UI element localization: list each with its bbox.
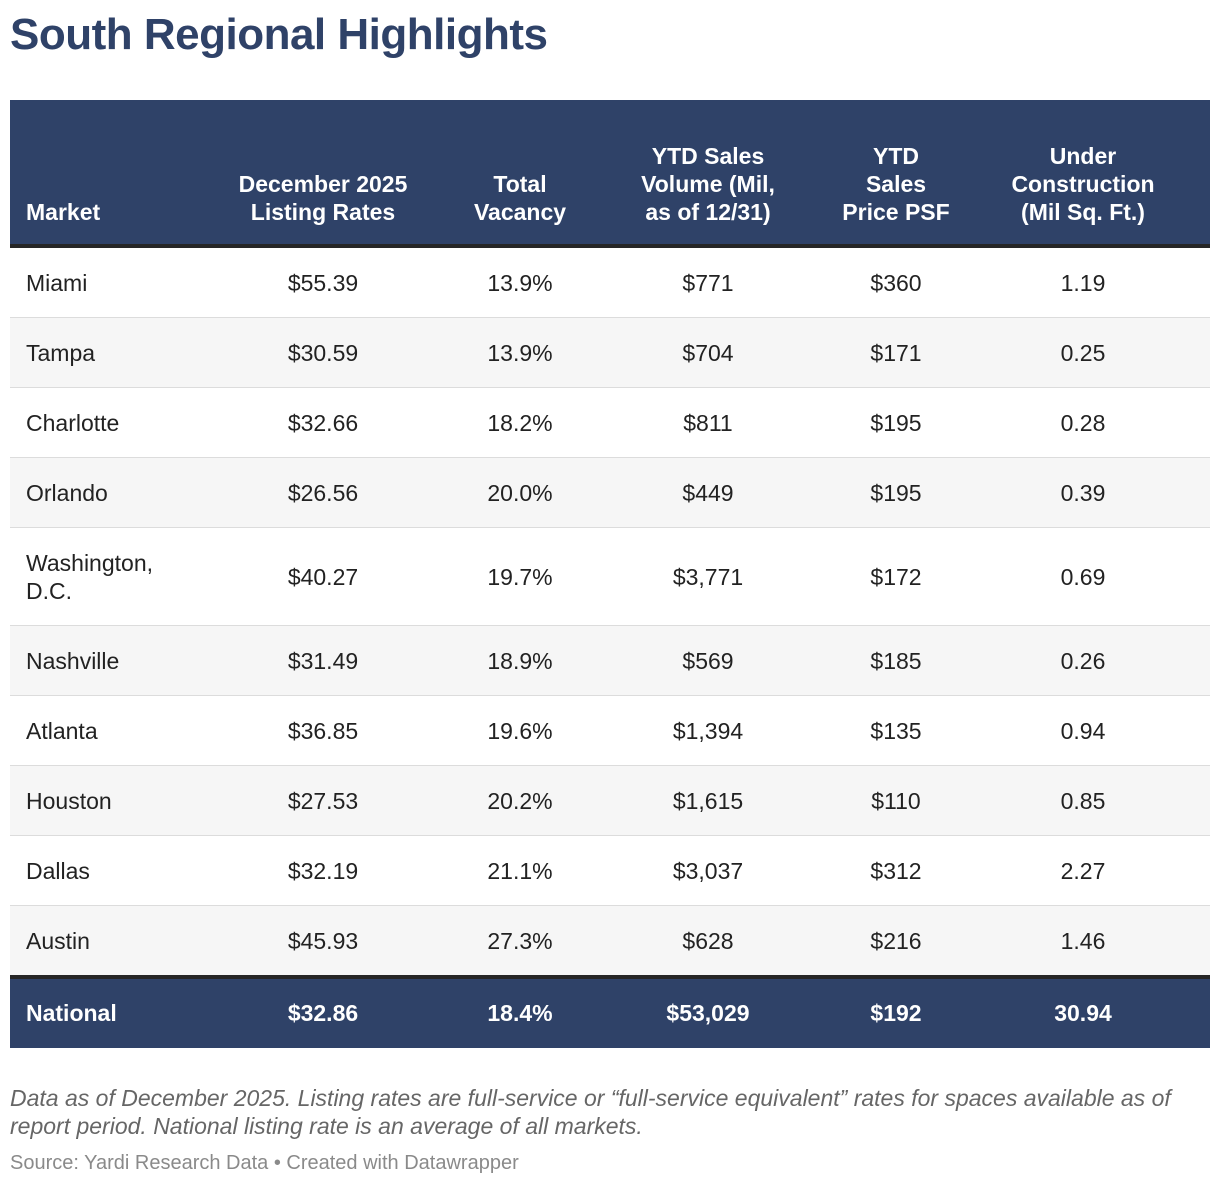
table-cell: $45.93	[186, 905, 460, 979]
table-cell: $771	[580, 246, 836, 318]
data-table-wrapper: Market December 2025 Listing Rates Total…	[10, 100, 1210, 1048]
table-cell: 20.2%	[460, 765, 580, 836]
table-cell: $32.86	[186, 977, 460, 1048]
page-title: South Regional Highlights	[10, 10, 548, 59]
table-cell: 1.19	[956, 246, 1210, 318]
table-cell: $31.49	[186, 625, 460, 696]
table-cell: $360	[836, 246, 956, 318]
table-cell: 13.9%	[460, 246, 580, 318]
table-row: Miami $55.39 13.9% $771 $360 1.19	[10, 246, 1210, 318]
market-name-cell: Atlanta	[10, 695, 186, 766]
table-cell: $312	[836, 835, 956, 906]
market-name-cell: Tampa	[10, 317, 186, 388]
column-header[interactable]: YTD Sales Price PSF	[836, 100, 956, 248]
table-cell: $30.59	[186, 317, 460, 388]
table-cell: $53,029	[580, 977, 836, 1048]
table-row: Atlanta $36.85 19.6% $1,394 $135 0.94	[10, 695, 1210, 766]
table-cell: 1.46	[956, 905, 1210, 979]
table-row: Austin $45.93 27.3% $628 $216 1.46	[10, 905, 1210, 979]
table-cell: $27.53	[186, 765, 460, 836]
table-cell: 30.94	[956, 977, 1210, 1048]
table-cell: $216	[836, 905, 956, 979]
table-cell: $135	[836, 695, 956, 766]
market-name-cell: Washington, D.C.	[10, 527, 186, 626]
table-cell: 0.85	[956, 765, 1210, 836]
table-cell: 0.26	[956, 625, 1210, 696]
table-cell: 19.7%	[460, 527, 580, 626]
source-credit: Source: Yardi Research Data • Created wi…	[10, 1152, 519, 1174]
table-cell: $32.19	[186, 835, 460, 906]
table-cell: 0.28	[956, 387, 1210, 458]
table-cell: 19.6%	[460, 695, 580, 766]
market-name-cell: Austin	[10, 905, 186, 979]
table-row: Orlando $26.56 20.0% $449 $195 0.39	[10, 457, 1210, 528]
table-row: Washington, D.C. $40.27 19.7% $3,771 $172 0.6…	[10, 527, 1210, 626]
table-cell: 0.94	[956, 695, 1210, 766]
table-cell: $172	[836, 527, 956, 626]
table-cell: 21.1%	[460, 835, 580, 906]
table-cell: 0.39	[956, 457, 1210, 528]
table-cell: $40.27	[186, 527, 460, 626]
table-body: Miami $55.39 13.9% $771 $360 1.19 Tampa $30.59 1…	[10, 246, 1210, 979]
column-header[interactable]: Total Vacancy	[460, 100, 580, 248]
table-cell: 13.9%	[460, 317, 580, 388]
table-cell: 27.3%	[460, 905, 580, 979]
column-header[interactable]: YTD Sales Volume (Mil, as of 12/31)	[580, 100, 836, 248]
footnote: Data as of December 2025. Listing rates …	[10, 1085, 1171, 1139]
table-cell: $1,615	[580, 765, 836, 836]
table-cell: $195	[836, 387, 956, 458]
table-cell: 20.0%	[460, 457, 580, 528]
table-cell: $26.56	[186, 457, 460, 528]
market-name-cell: Houston	[10, 765, 186, 836]
table-cell: $1,394	[580, 695, 836, 766]
header-row: Market December 2025 Listing Rates Total…	[10, 100, 1210, 248]
table-cell: National	[10, 977, 186, 1048]
market-name-cell: Nashville	[10, 625, 186, 696]
table-cell: $55.39	[186, 246, 460, 318]
table-cell: $32.66	[186, 387, 460, 458]
table-row: Tampa $30.59 13.9% $704 $171 0.25	[10, 317, 1210, 388]
market-name-cell: Orlando	[10, 457, 186, 528]
table-row: Dallas $32.19 21.1% $3,037 $312 2.27	[10, 835, 1210, 906]
column-header[interactable]: Market	[10, 100, 186, 248]
table-cell: 0.69	[956, 527, 1210, 626]
market-name-cell: Miami	[10, 246, 186, 318]
table-cell: $192	[836, 977, 956, 1048]
table-cell: $185	[836, 625, 956, 696]
table-cell: $195	[836, 457, 956, 528]
table-cell: $3,771	[580, 527, 836, 626]
table-cell: 18.9%	[460, 625, 580, 696]
total-row: National $32.86 18.4% $53,029 $192 30.94	[10, 977, 1210, 1048]
table-cell: $449	[580, 457, 836, 528]
table-cell: 0.25	[956, 317, 1210, 388]
table-cell: 18.2%	[460, 387, 580, 458]
table-cell: $3,037	[580, 835, 836, 906]
table-row: Charlotte $32.66 18.2% $811 $195 0.28	[10, 387, 1210, 458]
market-name-cell: Dallas	[10, 835, 186, 906]
column-header[interactable]: Under Construction (Mil Sq. Ft.)	[956, 100, 1210, 248]
column-header[interactable]: December 2025 Listing Rates	[186, 100, 460, 248]
table-cell: 18.4%	[460, 977, 580, 1048]
table-cell: $811	[580, 387, 836, 458]
table-cell: $569	[580, 625, 836, 696]
table-cell: $704	[580, 317, 836, 388]
table-row: Nashville $31.49 18.9% $569 $185 0.26	[10, 625, 1210, 696]
table-row: Houston $27.53 20.2% $1,615 $110 0.85	[10, 765, 1210, 836]
table-cell: $628	[580, 905, 836, 979]
table-cell: $110	[836, 765, 956, 836]
table-cell: 2.27	[956, 835, 1210, 906]
data-table: Market December 2025 Listing Rates Total…	[10, 100, 1210, 1048]
table-cell: $171	[836, 317, 956, 388]
market-name-cell: Charlotte	[10, 387, 186, 458]
table-cell: $36.85	[186, 695, 460, 766]
